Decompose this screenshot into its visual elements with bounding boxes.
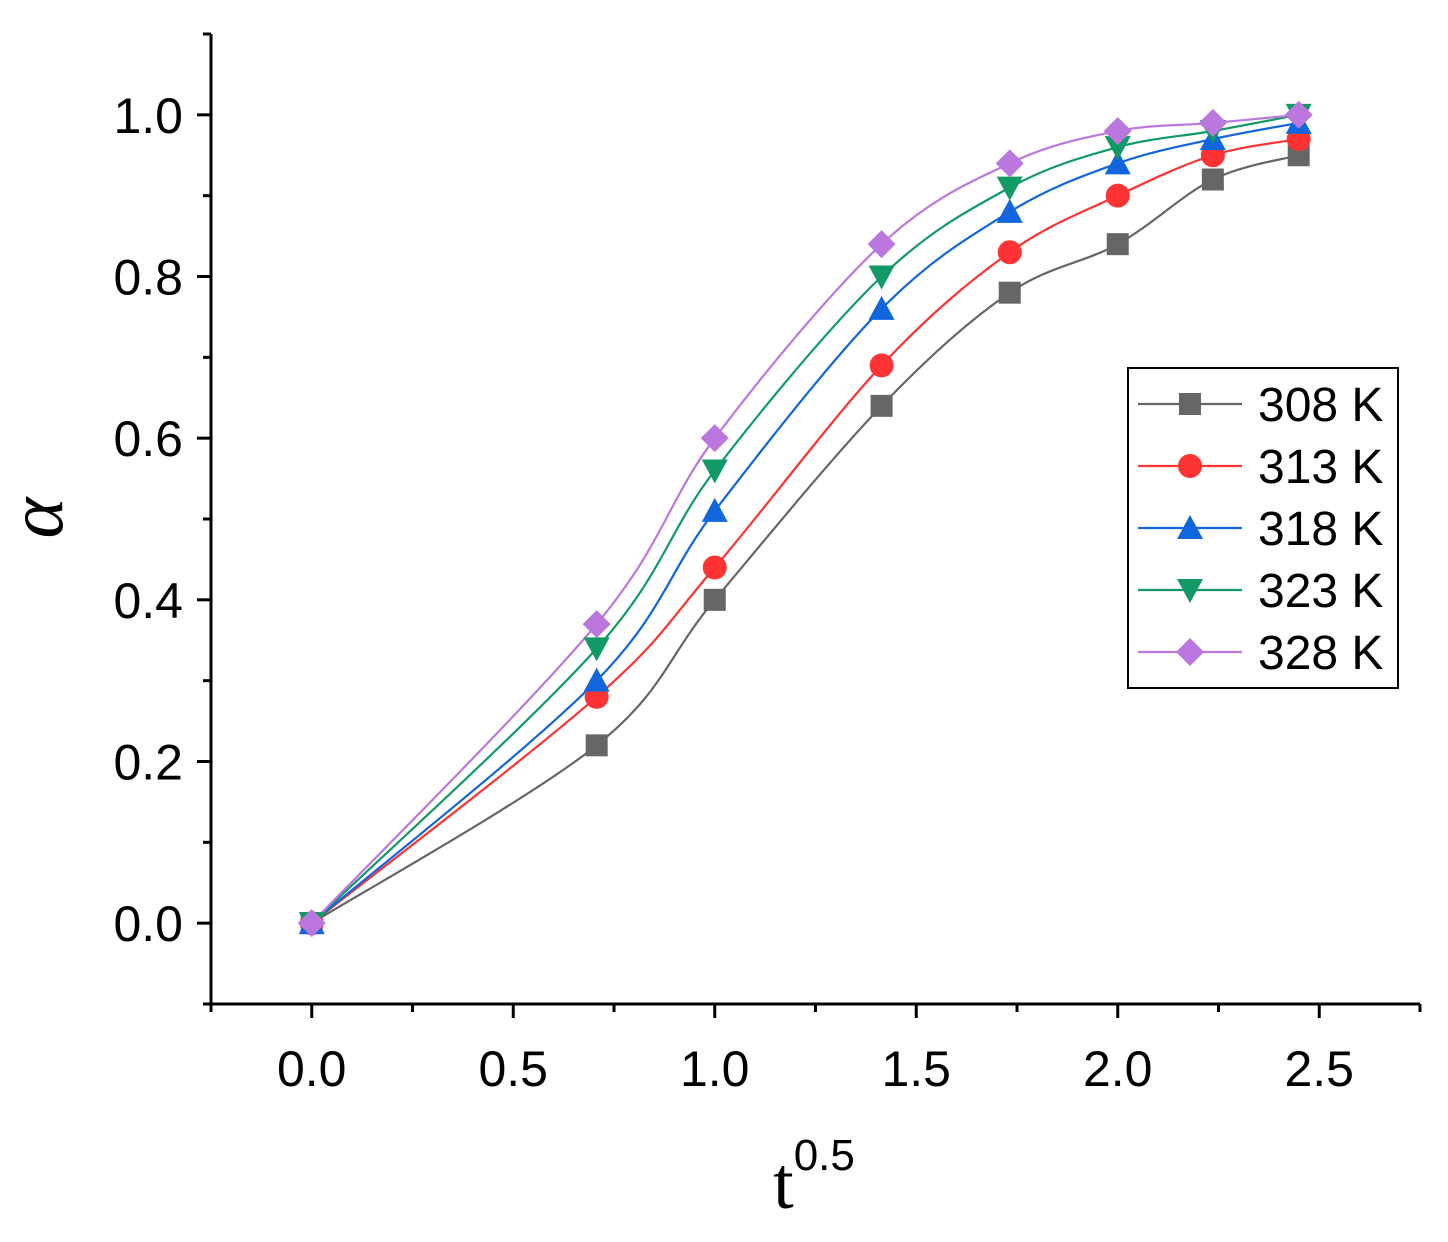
data-point <box>867 230 896 259</box>
legend-label: 318 K <box>1258 503 1383 556</box>
legend-marker <box>1177 579 1203 603</box>
data-point <box>868 295 895 320</box>
x-tick-label: 1.5 <box>881 1041 951 1097</box>
data-point <box>1103 117 1132 145</box>
legend-label: 323 K <box>1258 565 1383 618</box>
legend-item: 328 K <box>1138 627 1383 680</box>
data-point <box>996 198 1023 223</box>
data-point <box>583 637 610 662</box>
data-point <box>700 424 729 453</box>
series-line <box>310 113 1299 924</box>
legend-marker <box>1178 454 1202 478</box>
x-axis-title-superscript: 0.5 <box>794 1131 855 1180</box>
y-tick-label: 0.8 <box>113 250 183 306</box>
y-tick-label: 0.0 <box>113 896 183 952</box>
x-axis-title-base: t <box>773 1143 794 1225</box>
axes: 0.0 0.5 1.0 1.5 2.0 2.5 0.0 0.2 0.4 0.6 0.8 1.0 <box>113 32 1422 1097</box>
data-point <box>1287 144 1310 167</box>
data-point <box>297 909 326 938</box>
axis-titles: α t0.5 <box>0 495 855 1225</box>
legend-marker <box>1176 638 1204 666</box>
data-point <box>1104 150 1131 175</box>
data-point <box>996 176 1023 201</box>
y-axis-title: α <box>0 495 79 538</box>
legend-item: 318 K <box>1138 503 1383 556</box>
legend-label: 308 K <box>1258 379 1383 432</box>
data-point <box>870 394 893 417</box>
legend-item: 313 K <box>1138 441 1383 494</box>
x-tick-label: 0.5 <box>478 1041 548 1097</box>
data-point <box>1106 233 1129 256</box>
data-point <box>582 610 611 639</box>
legend-item: 308 K <box>1138 379 1383 432</box>
series-layer <box>297 100 1313 938</box>
data-point <box>1104 136 1131 161</box>
x-axis-title: t0.5 <box>773 1131 855 1225</box>
legend-label: 328 K <box>1258 627 1383 680</box>
data-point <box>585 734 608 757</box>
data-point <box>998 281 1021 304</box>
x-tick-label: 0.0 <box>277 1041 347 1097</box>
data-point <box>701 459 728 484</box>
series-line <box>310 113 1299 924</box>
x-tick-label: 2.0 <box>1083 1041 1153 1097</box>
legend-marker <box>1177 515 1203 539</box>
data-point <box>1198 108 1227 137</box>
data-point <box>1201 168 1224 191</box>
x-tick-label: 1.0 <box>680 1041 750 1097</box>
data-point <box>995 149 1024 178</box>
data-point <box>583 667 610 692</box>
legend-marker <box>1179 393 1201 415</box>
legend-label: 313 K <box>1258 441 1383 494</box>
data-point <box>1284 100 1313 129</box>
data-point <box>869 353 894 378</box>
series-323-k <box>310 113 1299 924</box>
y-tick-label: 1.0 <box>113 88 183 144</box>
data-point <box>702 555 727 580</box>
data-point <box>701 497 728 522</box>
data-point <box>868 265 895 290</box>
series-line <box>311 121 1299 925</box>
series-328-k <box>310 113 1299 924</box>
x-tick-label: 2.5 <box>1284 1041 1354 1097</box>
legend: 308 K 313 K 318 K 323 K 328 K <box>1127 367 1399 689</box>
y-tick-label: 0.4 <box>113 573 183 629</box>
y-tick-label: 0.6 <box>113 411 183 467</box>
legend-item: 323 K <box>1138 565 1383 618</box>
y-tick-label: 0.2 <box>113 735 183 791</box>
data-point <box>1105 183 1130 208</box>
data-point <box>703 588 726 611</box>
series-markers-328-k <box>297 100 1313 938</box>
data-point <box>997 240 1022 265</box>
series-318-k <box>311 121 1299 925</box>
